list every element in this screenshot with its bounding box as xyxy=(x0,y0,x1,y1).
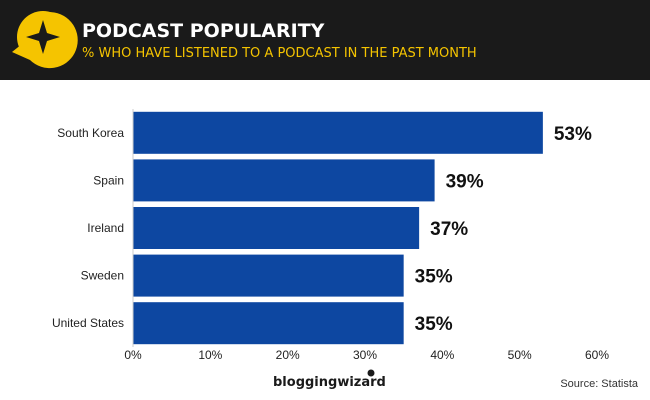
x-tick-label: 0% xyxy=(124,348,142,362)
bar-spain xyxy=(133,159,435,202)
data-label: 35% xyxy=(415,267,453,288)
bar-united-states xyxy=(133,302,404,345)
source-note: Source: Statista xyxy=(560,378,639,390)
x-tick-label: 40% xyxy=(430,348,454,362)
bar-ireland xyxy=(133,207,420,249)
data-label: 53% xyxy=(554,124,592,145)
x-axis-ticks: 0% 10% 20% 30% 40% 50% 60% xyxy=(124,348,609,362)
category-label: South Korea xyxy=(57,126,124,140)
brand-text: bloggingwizard xyxy=(273,375,386,390)
x-tick-label: 30% xyxy=(353,348,377,362)
star-speech-bubble-icon xyxy=(12,11,78,69)
category-label: United States xyxy=(52,316,124,330)
category-label: Ireland xyxy=(87,221,124,235)
chart-title: PODCAST POPULARITY xyxy=(82,20,325,42)
category-label: Sweden xyxy=(81,269,124,283)
x-tick-label: 20% xyxy=(276,348,300,362)
category-label: Spain xyxy=(93,173,124,187)
bar-sweden xyxy=(133,254,404,297)
data-label: 35% xyxy=(415,314,453,335)
brand-dot-icon xyxy=(367,369,375,377)
x-tick-label: 60% xyxy=(585,348,609,362)
bars-group xyxy=(133,111,543,345)
brand-logo: bloggingwizard xyxy=(273,369,386,390)
x-tick-label: 10% xyxy=(198,348,222,362)
data-label: 37% xyxy=(430,219,468,240)
category-labels: South Korea Spain Ireland Sweden United Stat… xyxy=(52,126,124,330)
header-background xyxy=(0,0,650,80)
data-labels: 53% 39% 37% 35% 35% xyxy=(415,124,592,335)
bar-south-korea xyxy=(133,111,543,154)
data-label: 39% xyxy=(446,171,484,192)
chart-subtitle: % WHO HAVE LISTENED TO A PODCAST IN THE … xyxy=(82,46,477,61)
x-tick-label: 50% xyxy=(508,348,532,362)
